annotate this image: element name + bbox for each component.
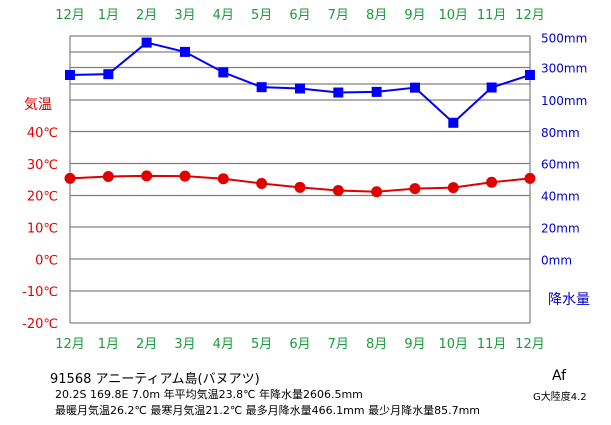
temperature-point [524,172,536,184]
temperature-tick-label: 0℃ [35,253,58,268]
month-label-bottom: 8月 [366,337,387,352]
temperature-tick-label: 40℃ [27,126,58,141]
precipitation-point [65,69,75,80]
temperature-point [409,183,421,195]
temperature-point [371,186,383,198]
station-summary-line1: 20.2S 169.8E 7.0m 年平均気温23.8℃ 年降水量2606.5m… [55,388,363,401]
month-label-bottom: 10月 [439,337,469,352]
precipitation-tick-label: 500mm [541,32,587,46]
precipitation-tick-label: 0mm [541,253,572,267]
month-label-top: 12月 [515,8,545,23]
precipitation-line [69,41,531,125]
precipitation-point [141,37,152,48]
month-label-top: 7月 [328,8,349,23]
temperature-point [179,170,191,182]
precipitation-point [218,67,229,78]
precipitation-tick-label: 40mm [541,190,580,204]
temperature-point [256,177,268,189]
month-label-top: 11月 [477,8,507,23]
temperature-point [141,170,153,182]
temperature-point [294,181,306,193]
month-label-bottom: 4月 [213,337,234,352]
month-label-top: 5月 [251,8,272,23]
month-label-top: 8月 [366,8,387,23]
month-labels-bottom: 12月 1月 2月 3月 4月 5月 6月 7月 8月 9月 10月 11月 12月 [55,337,545,352]
precipitation-point [103,69,114,80]
month-label-bottom: 6月 [289,337,310,352]
precipitation-point [333,87,344,98]
grid-lines [69,35,531,324]
temperature-axis-title: 気温 [24,97,52,113]
precipitation-point [448,117,459,128]
temperature-point [447,182,459,194]
month-labels-top: 12月 1月 2月 3月 4月 5月 6月 7月 8月 9月 10月 11月 12月 [55,8,545,23]
precipitation-point [371,86,382,97]
temperature-tick-label: -10℃ [22,285,58,300]
month-label-bottom: 2月 [136,337,157,352]
precipitation-tick-label: 300mm [541,62,587,76]
temperature-point [102,170,114,182]
temperature-point [217,173,229,185]
series-group [64,37,536,198]
month-label-bottom: 12月 [515,337,545,352]
month-label-bottom: 11月 [477,337,507,352]
month-label-top: 3月 [174,8,195,23]
temperature-axis-ticks: 40℃ 30℃ 20℃ 10℃ 0℃ -10℃ -20℃ [22,126,58,332]
temperature-tick-label: -20℃ [22,317,58,332]
station-summary-line2: 最暖月気温26.2℃ 最寒月気温21.2℃ 最多月降水量466.1mm 最少月降… [55,404,481,417]
month-label-bottom: 5月 [251,337,272,352]
precipitation-tick-label: 20mm [541,221,580,235]
month-label-top: 2月 [136,8,157,23]
month-label-top: 6月 [289,8,310,23]
precipitation-point [256,82,267,93]
precipitation-point [179,46,190,57]
continentality-index: G大陸度4.2 [533,392,587,403]
temperature-point [332,185,344,197]
month-label-bottom: 12月 [55,337,85,352]
month-label-top: 4月 [213,8,234,23]
month-label-bottom: 1月 [98,337,119,352]
temperature-point [486,176,498,188]
month-label-top: 12月 [55,8,85,23]
station-name: 91568 アニーティアム島(バヌアツ) [50,372,260,387]
temperature-tick-label: 10℃ [27,221,58,236]
precipitation-point [524,69,535,80]
month-label-top: 9月 [404,8,425,23]
temperature-tick-label: 30℃ [27,158,58,173]
precipitation-point [409,82,420,93]
temperature-tick-label: 20℃ [27,190,58,205]
month-label-bottom: 3月 [174,337,195,352]
month-label-bottom: 9月 [404,337,425,352]
koppen-class: Af [552,368,567,384]
precipitation-axis-ticks: 500mm 300mm 100mm 80mm 60mm 40mm 20mm 0mm [541,32,587,268]
month-label-top: 1月 [98,8,119,23]
precipitation-point [294,83,305,94]
precipitation-tick-label: 100mm [541,94,587,108]
precipitation-axis-title: 降水量 [548,292,590,308]
month-label-top: 10月 [439,8,469,23]
precipitation-point [486,82,497,93]
temperature-point [64,172,76,184]
precipitation-tick-label: 80mm [541,126,580,140]
month-label-bottom: 7月 [328,337,349,352]
precipitation-tick-label: 60mm [541,158,580,172]
